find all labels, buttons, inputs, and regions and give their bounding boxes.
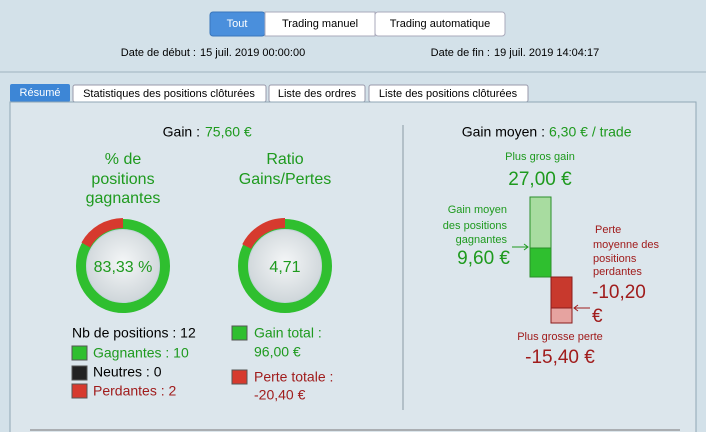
tab[interactable] xyxy=(10,84,70,102)
stat-label: des positions xyxy=(443,220,508,232)
tab-label[interactable]: Statistiques des positions clôturées xyxy=(83,88,255,100)
average-value: 6,30 € / trade xyxy=(549,124,632,140)
filter-label[interactable]: Trading automatique xyxy=(390,18,491,30)
stat-value: € xyxy=(592,306,603,327)
stat-value: 9,60 € xyxy=(457,248,510,269)
stat-label: Perte xyxy=(595,224,621,236)
stat-label: positions xyxy=(593,253,637,265)
donut-value: 4,71 xyxy=(269,259,300,276)
gain-value: 75,60 € xyxy=(205,124,252,140)
legend-text: Gain total : xyxy=(254,325,322,341)
stat-label: moyenne des xyxy=(593,239,660,251)
filter-label[interactable]: Tout xyxy=(227,18,248,30)
bar-average xyxy=(550,276,573,309)
legend-swatch xyxy=(231,325,248,341)
filter-label[interactable]: Trading manuel xyxy=(282,18,358,30)
arrow xyxy=(573,304,590,312)
legend-text: Gagnantes : 10 xyxy=(93,345,189,361)
stat-value: -10,20 xyxy=(592,282,646,303)
donut-title: positions xyxy=(91,171,154,188)
tab-label[interactable]: Résumé xyxy=(20,87,61,99)
stat-label: Gain moyen xyxy=(448,204,507,216)
bar-range xyxy=(550,307,573,324)
donut-title: Gains/Pertes xyxy=(239,171,331,188)
stat-label: gagnantes xyxy=(456,234,508,246)
legend-swatch xyxy=(71,383,88,399)
donut-value: 83,33 % xyxy=(94,259,153,276)
legend-swatch xyxy=(71,345,88,361)
legend-text: -20,40 € xyxy=(254,387,306,403)
stat-value: -15,40 € xyxy=(525,347,595,368)
donut-title: Ratio xyxy=(266,151,303,168)
stat-label: Plus gros gain xyxy=(505,151,575,163)
filter-button[interactable] xyxy=(374,11,506,37)
filter-button[interactable] xyxy=(264,11,376,37)
donut xyxy=(238,218,332,313)
bar-range xyxy=(529,196,552,249)
bar-average xyxy=(529,247,552,278)
legend-text: 96,00 € xyxy=(254,344,301,360)
legend-text: Perdantes : 2 xyxy=(93,383,176,399)
legend-text: Neutres : 0 xyxy=(93,364,162,380)
gain-label: Gain : xyxy=(163,124,200,140)
donut-title: gagnantes xyxy=(86,190,161,207)
tab-label[interactable]: Liste des positions clôturées xyxy=(379,88,518,100)
donut xyxy=(76,218,170,313)
date-label: Date de fin : xyxy=(431,47,490,59)
stat-value: 27,00 € xyxy=(508,169,572,190)
donut-title: % de xyxy=(105,151,142,168)
arrow xyxy=(512,243,529,251)
legend-text: Nb de positions : 12 xyxy=(72,325,196,341)
date-label: Date de début : xyxy=(121,47,196,59)
legend-swatch xyxy=(71,365,88,381)
date-value: 19 juil. 2019 14:04:17 xyxy=(494,47,599,59)
stat-label: Plus grosse perte xyxy=(517,331,603,343)
stat-label: perdantes xyxy=(593,266,642,278)
legend-swatch xyxy=(231,369,248,385)
tab-label[interactable]: Liste des ordres xyxy=(278,88,357,100)
legend-text: Perte totale : xyxy=(254,369,333,385)
average-label: Gain moyen : xyxy=(462,124,545,140)
date-value: 15 juil. 2019 00:00:00 xyxy=(200,47,305,59)
